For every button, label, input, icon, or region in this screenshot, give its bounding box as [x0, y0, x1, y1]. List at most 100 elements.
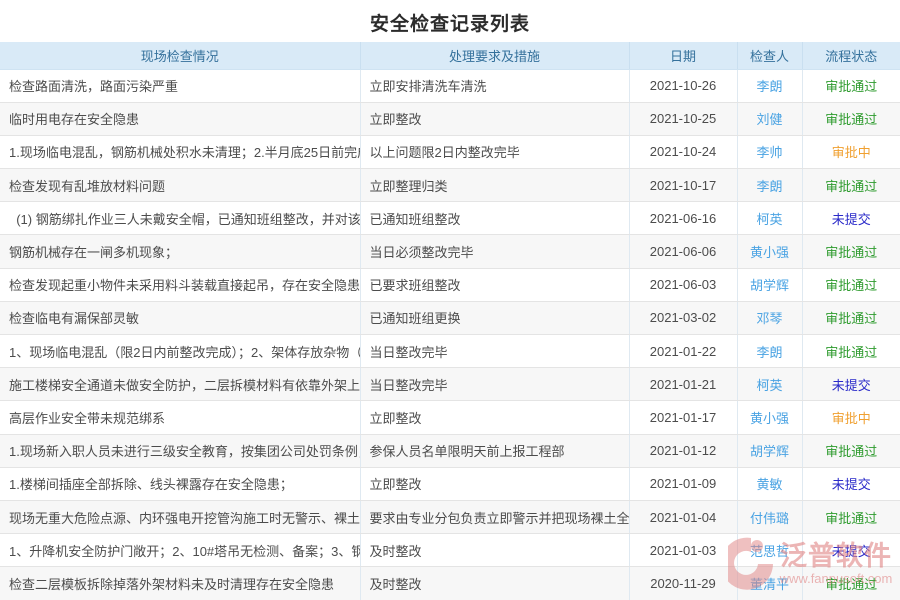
cell-date: 2021-01-12 [629, 434, 738, 468]
table-row[interactable]: 检查发现有乱堆放材料问题 立即整理归类 2021-10-17 李朗 审批通过 [0, 168, 900, 203]
cell-date: 2021-10-24 [629, 135, 738, 170]
cell-situation: 检查临电有漏保部灵敏 [0, 301, 361, 336]
cell-measure: 参保人员名单限明天前上报工程部 [360, 434, 630, 468]
cell-measure: 已通知班组整改 [360, 201, 630, 236]
status-link[interactable]: 审批中 [802, 135, 900, 170]
cell-situation: 钢筋机械存在一闸多机现象； [0, 234, 361, 269]
cell-measure: 及时整改 [360, 566, 630, 600]
table-row[interactable]: 检查路面清洗，路面污染严重 立即安排清洗车清洗 2021-10-26 李朗 审批通过 [0, 69, 900, 103]
inspector-link[interactable]: 黄敏 [737, 467, 803, 501]
inspector-link[interactable]: 李朗 [737, 334, 803, 369]
cell-situation: 1、现场临电混乱（限2日内前整改完成）；2、架体存放杂物（... [0, 334, 361, 369]
table-row[interactable]: 检查二层模板拆除掉落外架材料未及时清理存在安全隐患 及时整改 2020-11-29 董… [0, 566, 900, 600]
status-link[interactable]: 审批通过 [802, 268, 900, 302]
cell-situation: 1.楼梯间插座全部拆除、线头裸露存在安全隐患； [0, 467, 361, 501]
table-row[interactable]: 1、升降机安全防护门敞开；2、10#塔吊无检测、备案；3、钢... 及时整改 202… [0, 533, 900, 568]
table-row[interactable]: 高层作业安全带未规范绑系 立即整改 2021-01-17 黄小强 审批中 [0, 400, 900, 435]
inspector-link[interactable]: 李帅 [737, 135, 803, 170]
status-link[interactable]: 审批通过 [802, 334, 900, 369]
table-row[interactable]: 现场无重大危险点源、内环强电开挖管沟施工时无警示、裸土未... 要求由专业分包负责… [0, 500, 900, 535]
cell-measure: 当日整改完毕 [360, 334, 630, 369]
inspector-link[interactable]: 刘健 [737, 102, 803, 136]
inspector-link[interactable]: 李朗 [737, 168, 803, 203]
inspector-link[interactable]: 黄小强 [737, 400, 803, 435]
cell-situation: 检查二层模板拆除掉落外架材料未及时清理存在安全隐患 [0, 566, 361, 600]
cell-measure: 以上问题限2日内整改完毕 [360, 135, 630, 170]
table-row[interactable]: 检查发现起重小物件未采用料斗装载直接起吊，存在安全隐患 已要求班组整改 2021-0… [0, 268, 900, 302]
inspector-link[interactable]: 柯英 [737, 367, 803, 402]
column-header-date[interactable]: 日期 [629, 42, 738, 70]
cell-date: 2021-06-06 [629, 234, 738, 269]
cell-date: 2021-01-22 [629, 334, 738, 369]
cell-measure: 当日必须整改完毕 [360, 234, 630, 269]
cell-date: 2021-01-09 [629, 467, 738, 501]
cell-date: 2021-01-17 [629, 400, 738, 435]
cell-situation: 现场无重大危险点源、内环强电开挖管沟施工时无警示、裸土未... [0, 500, 361, 535]
status-link[interactable]: 未提交 [802, 201, 900, 236]
status-link[interactable]: 审批中 [802, 400, 900, 435]
table-row[interactable]: 1.现场新入职人员未进行三级安全教育，按集团公司处罚条例，... 参保人员名单限明… [0, 434, 900, 468]
inspector-link[interactable]: 胡学辉 [737, 268, 803, 302]
inspector-link[interactable]: 柯英 [737, 201, 803, 236]
cell-situation: 检查路面清洗，路面污染严重 [0, 69, 361, 103]
table-row[interactable]: 临时用电存在安全隐患 立即整改 2021-10-25 刘健 审批通过 [0, 102, 900, 136]
page-title: 安全检查记录列表 [369, 14, 530, 35]
cell-situation: (1) 钢筋绑扎作业三人未戴安全帽，已通知班组整改，并对该... [0, 201, 361, 236]
cell-date: 2021-01-21 [629, 367, 738, 402]
table-row[interactable]: 1.楼梯间插座全部拆除、线头裸露存在安全隐患； 立即整改 2021-01-09 黄敏未… [0, 467, 900, 501]
status-link[interactable]: 审批通过 [802, 500, 900, 535]
cell-measure: 及时整改 [360, 533, 630, 568]
cell-measure: 立即安排清洗车清洗 [360, 69, 630, 103]
column-header-inspector[interactable]: 检查人 [737, 42, 803, 70]
table-row[interactable]: 1.现场临电混乱，钢筋机械处积水未清理；2.半月底25日前完成... 以上问题限2… [0, 135, 900, 170]
cell-date: 2021-01-03 [629, 533, 738, 568]
cell-situation: 施工楼梯安全通道未做安全防护，二层拆模材料有依靠外架上的... [0, 367, 361, 402]
status-link[interactable]: 审批通过 [802, 69, 900, 103]
status-link[interactable]: 审批通过 [802, 234, 900, 269]
status-link[interactable]: 未提交 [802, 533, 900, 568]
table-row[interactable]: 检查临电有漏保部灵敏 已通知班组更换 2021-03-02 邓琴 审批通过 [0, 301, 900, 336]
cell-date: 2021-01-04 [629, 500, 738, 535]
inspector-link[interactable]: 邓琴 [737, 301, 803, 336]
table-row[interactable]: 1、现场临电混乱（限2日内前整改完成）；2、架体存放杂物（... 当日整改完毕 20… [0, 334, 900, 369]
cell-situation: 高层作业安全带未规范绑系 [0, 400, 361, 435]
column-header-status[interactable]: 流程状态 [802, 42, 900, 70]
table-header: 现场检查情况 处理要求及措施 日期 检查人 流程状态 [0, 42, 900, 70]
cell-date: 2021-10-26 [629, 69, 738, 103]
inspector-link[interactable]: 范思哲 [737, 533, 803, 568]
cell-situation: 1、升降机安全防护门敞开；2、10#塔吊无检测、备案；3、钢... [0, 533, 361, 568]
cell-measure: 要求由专业分包负责立即警示并把现场裸土全... [360, 500, 630, 535]
cell-measure: 立即整改 [360, 102, 630, 136]
table-row[interactable]: (1) 钢筋绑扎作业三人未戴安全帽，已通知班组整改，并对该... 已通知班组整改 2… [0, 201, 900, 236]
cell-situation: 1.现场临电混乱，钢筋机械处积水未清理；2.半月底25日前完成... [0, 135, 361, 170]
cell-date: 2021-10-25 [629, 102, 738, 136]
inspector-link[interactable]: 黄小强 [737, 234, 803, 269]
status-link[interactable]: 审批通过 [802, 168, 900, 203]
cell-measure: 立即整理归类 [360, 168, 630, 203]
inspector-link[interactable]: 胡学辉 [737, 434, 803, 468]
cell-measure: 立即整改 [360, 400, 630, 435]
column-header-situation[interactable]: 现场检查情况 [0, 42, 361, 70]
inspector-link[interactable]: 付伟璐 [737, 500, 803, 535]
status-link[interactable]: 审批通过 [802, 566, 900, 600]
cell-measure: 当日整改完毕 [360, 367, 630, 402]
safety-inspection-table: 现场检查情况 处理要求及措施 日期 检查人 流程状态 检查路面清洗，路面污染严重… [0, 42, 900, 600]
status-link[interactable]: 未提交 [802, 367, 900, 402]
status-link[interactable]: 审批通过 [802, 301, 900, 336]
status-link[interactable]: 未提交 [802, 467, 900, 501]
cell-situation: 1.现场新入职人员未进行三级安全教育，按集团公司处罚条例，... [0, 434, 361, 468]
table-row[interactable]: 钢筋机械存在一闸多机现象； 当日必须整改完毕 2021-06-06 黄小强 审批通过 [0, 234, 900, 269]
cell-date: 2021-06-16 [629, 201, 738, 236]
inspector-link[interactable]: 董清平 [737, 566, 803, 600]
cell-situation: 临时用电存在安全隐患 [0, 102, 361, 136]
status-link[interactable]: 审批通过 [802, 102, 900, 136]
status-link[interactable]: 审批通过 [802, 434, 900, 468]
cell-measure: 立即整改 [360, 467, 630, 501]
table-row[interactable]: 施工楼梯安全通道未做安全防护，二层拆模材料有依靠外架上的... 当日整改完毕 202… [0, 367, 900, 402]
cell-date: 2021-03-02 [629, 301, 738, 336]
inspector-link[interactable]: 李朗 [737, 69, 803, 103]
cell-measure: 已要求班组整改 [360, 268, 630, 302]
cell-situation: 检查发现有乱堆放材料问题 [0, 168, 361, 203]
column-header-measure[interactable]: 处理要求及措施 [360, 42, 630, 70]
